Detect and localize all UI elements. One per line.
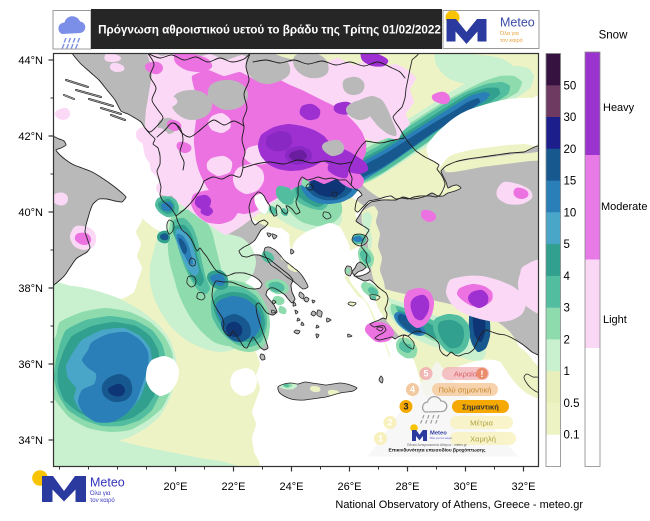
svg-text:28°E: 28°E	[396, 481, 420, 493]
svg-text:0.1: 0.1	[564, 430, 580, 442]
svg-text:Moderate: Moderate	[601, 201, 647, 213]
svg-text:0.5: 0.5	[564, 398, 580, 410]
svg-text:!: !	[481, 369, 484, 379]
svg-text:32°E: 32°E	[512, 481, 536, 493]
svg-text:Όλα για: Όλα για	[89, 491, 111, 497]
svg-text:30°E: 30°E	[454, 481, 478, 493]
svg-text:2: 2	[564, 334, 570, 346]
svg-text:Heavy: Heavy	[603, 102, 635, 114]
svg-text:1: 1	[564, 366, 570, 378]
svg-text:15: 15	[564, 176, 577, 188]
svg-text:τον καιρό: τον καιρό	[500, 37, 523, 44]
svg-text:Πολύ σημαντική: Πολύ σημαντική	[439, 385, 492, 394]
svg-text:4: 4	[410, 385, 415, 395]
svg-text:42°N: 42°N	[18, 131, 43, 143]
svg-text:30: 30	[564, 112, 577, 124]
svg-text:50: 50	[564, 80, 577, 92]
svg-text:Επικινδυνότητα επεισοδίου βροχ: Επικινδυνότητα επεισοδίου βροχόπτωσης	[389, 448, 486, 454]
svg-text:Meteo: Meteo	[500, 16, 535, 30]
svg-text:3: 3	[564, 303, 570, 315]
svg-text:τον καιρό: τον καιρό	[90, 497, 115, 504]
svg-text:5: 5	[564, 239, 570, 251]
svg-text:3: 3	[403, 402, 408, 412]
svg-text:Ακραία: Ακραία	[454, 369, 478, 378]
svg-text:10: 10	[564, 207, 577, 219]
svg-text:22°E: 22°E	[222, 481, 246, 493]
svg-text:Όλα για: Όλα για	[499, 31, 520, 37]
svg-text:5: 5	[423, 369, 428, 379]
svg-text:Πρόγνωση αθροιστικού υετού το: Πρόγνωση αθροιστικού υετού το βράδυ της …	[98, 24, 441, 37]
svg-text:1: 1	[378, 434, 383, 444]
svg-text:20°E: 20°E	[164, 481, 188, 493]
svg-text:34°N: 34°N	[18, 435, 43, 447]
svg-text:24°E: 24°E	[280, 481, 304, 493]
svg-text:Snow: Snow	[599, 30, 628, 42]
svg-text:38°N: 38°N	[18, 283, 43, 295]
svg-text:20: 20	[564, 144, 577, 156]
svg-text:40°N: 40°N	[18, 207, 43, 219]
svg-text:Light: Light	[603, 314, 627, 326]
svg-text:Όλα για τον καιρό: Όλα για τον καιρό	[429, 436, 452, 440]
svg-text:Εθνικό Αστεροσκοπείο Αθηνών -: Εθνικό Αστεροσκοπείο Αθηνών - meteo.gr	[407, 443, 467, 447]
svg-text:Μέτρια: Μέτρια	[470, 418, 493, 427]
svg-text:36°N: 36°N	[18, 359, 43, 371]
svg-text:44°N: 44°N	[18, 55, 43, 67]
svg-text:National Observatory of Athens: National Observatory of Athens, Greece -…	[335, 499, 583, 511]
svg-text:Meteo: Meteo	[430, 431, 447, 437]
svg-text:Σημαντική: Σημαντική	[462, 402, 499, 411]
svg-text:26°E: 26°E	[338, 481, 362, 493]
svg-text:Χαμηλή: Χαμηλή	[470, 434, 496, 443]
svg-text:4: 4	[564, 271, 571, 283]
svg-text:Meteo: Meteo	[90, 476, 125, 490]
svg-text:2: 2	[387, 418, 392, 428]
